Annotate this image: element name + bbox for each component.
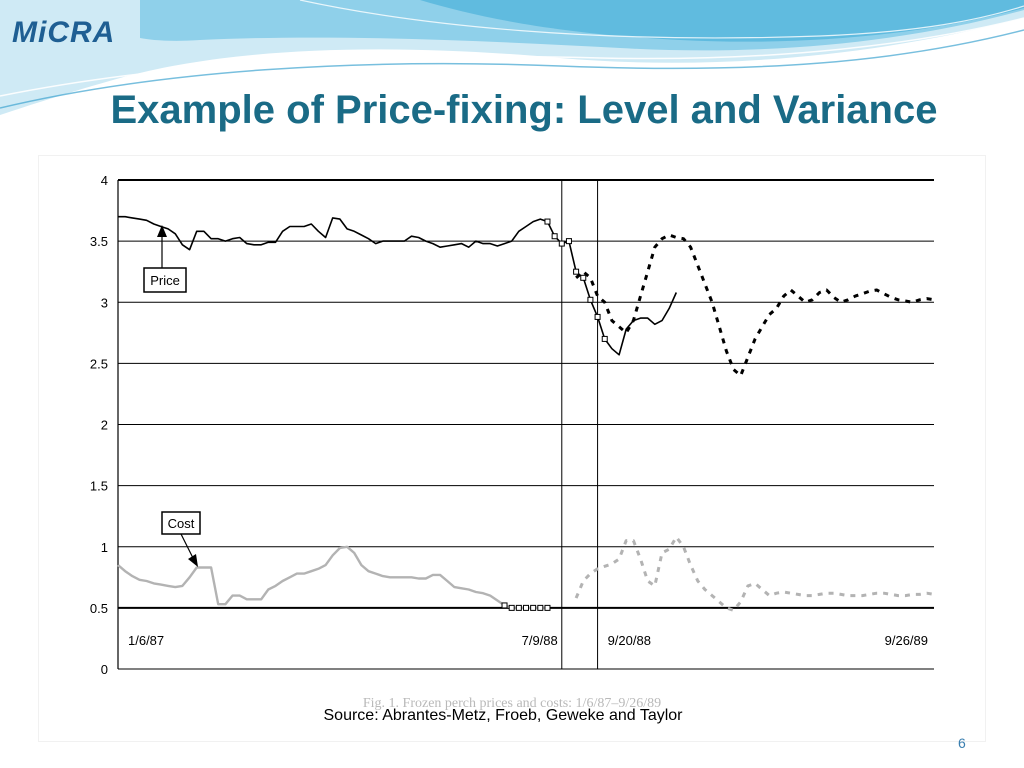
chart: 0 0.5 1 1.5 2 2.5 3 3.5 4 1/6/87 7/9/88 9/20/88 9/2… (90, 173, 935, 677)
series-cost-collusion (117, 545, 548, 610)
legend-cost-label: Cost (168, 516, 195, 531)
header-waves (0, 0, 1024, 115)
collapse-markers (501, 218, 608, 611)
y-axis-ticks: 0 0.5 1 1.5 2 2.5 3 3.5 4 (90, 173, 108, 677)
legend-price-box (143, 267, 187, 293)
x-period-labels: 1/6/87 7/9/88 9/20/88 9/26/89 (128, 633, 928, 648)
chart-series (117, 215, 935, 612)
figure-caption: Fig. 1. Frozen perch prices and costs: 1… (362, 696, 662, 711)
y-tick-label-8: 4 (101, 173, 108, 188)
period-label-0: 1/6/87 (128, 633, 164, 648)
series-price-post-collusion (575, 233, 935, 378)
y-tick-label-5: 2.5 (90, 356, 108, 371)
period-label-1: 7/9/88 (522, 633, 558, 648)
price-marker-60 (544, 218, 551, 225)
y-tick-label-4: 2 (101, 418, 108, 433)
price-marker-62 (558, 240, 565, 247)
y-tick-label-7: 3.5 (90, 234, 108, 249)
price-marker-68 (601, 335, 608, 342)
price-marker-66 (587, 296, 594, 303)
cost-marker-56 (515, 604, 522, 611)
period-label-3: 9/26/89 (885, 633, 928, 648)
cost-marker-58 (530, 604, 537, 611)
cost-marker-60 (544, 604, 551, 611)
price-marker-67 (594, 313, 601, 320)
legend-price: Price (143, 225, 187, 293)
y-tick-label-3: 1.5 (90, 479, 108, 494)
price-marker-65 (580, 274, 587, 281)
period-label-2: 9/20/88 (608, 633, 651, 648)
price-marker-63 (565, 238, 572, 245)
page-title: Example of Price-fixing: Level and Varia… (110, 88, 938, 132)
price-marker-64 (573, 268, 580, 275)
legend-cost: Cost (161, 511, 201, 567)
cost-marker-59 (537, 604, 544, 611)
period-dividers (561, 180, 599, 669)
legend-price-arrowhead (157, 225, 167, 237)
page-number: 6 (958, 735, 966, 751)
source-citation: Source: Abrantes-Metz, Froeb, Geweke and… (323, 707, 683, 724)
cost-marker-57 (523, 604, 529, 611)
legend-cost-arrow (180, 533, 195, 561)
cost-marker-55 (508, 604, 515, 611)
figure-panel (38, 155, 986, 742)
legend-price-label: Price (150, 273, 180, 288)
legend-cost-arrowhead (188, 554, 198, 567)
logo: MiCRA (12, 16, 116, 49)
y-tick-label-2: 1 (101, 540, 108, 555)
y-tick-label-1: 0.5 (90, 601, 108, 616)
y-tick-label-6: 3 (101, 295, 108, 310)
cost-marker-54 (501, 602, 508, 609)
price-marker-61 (551, 233, 558, 240)
y-tick-label-0: 0 (101, 662, 108, 677)
series-cost-post-collusion (574, 535, 935, 612)
